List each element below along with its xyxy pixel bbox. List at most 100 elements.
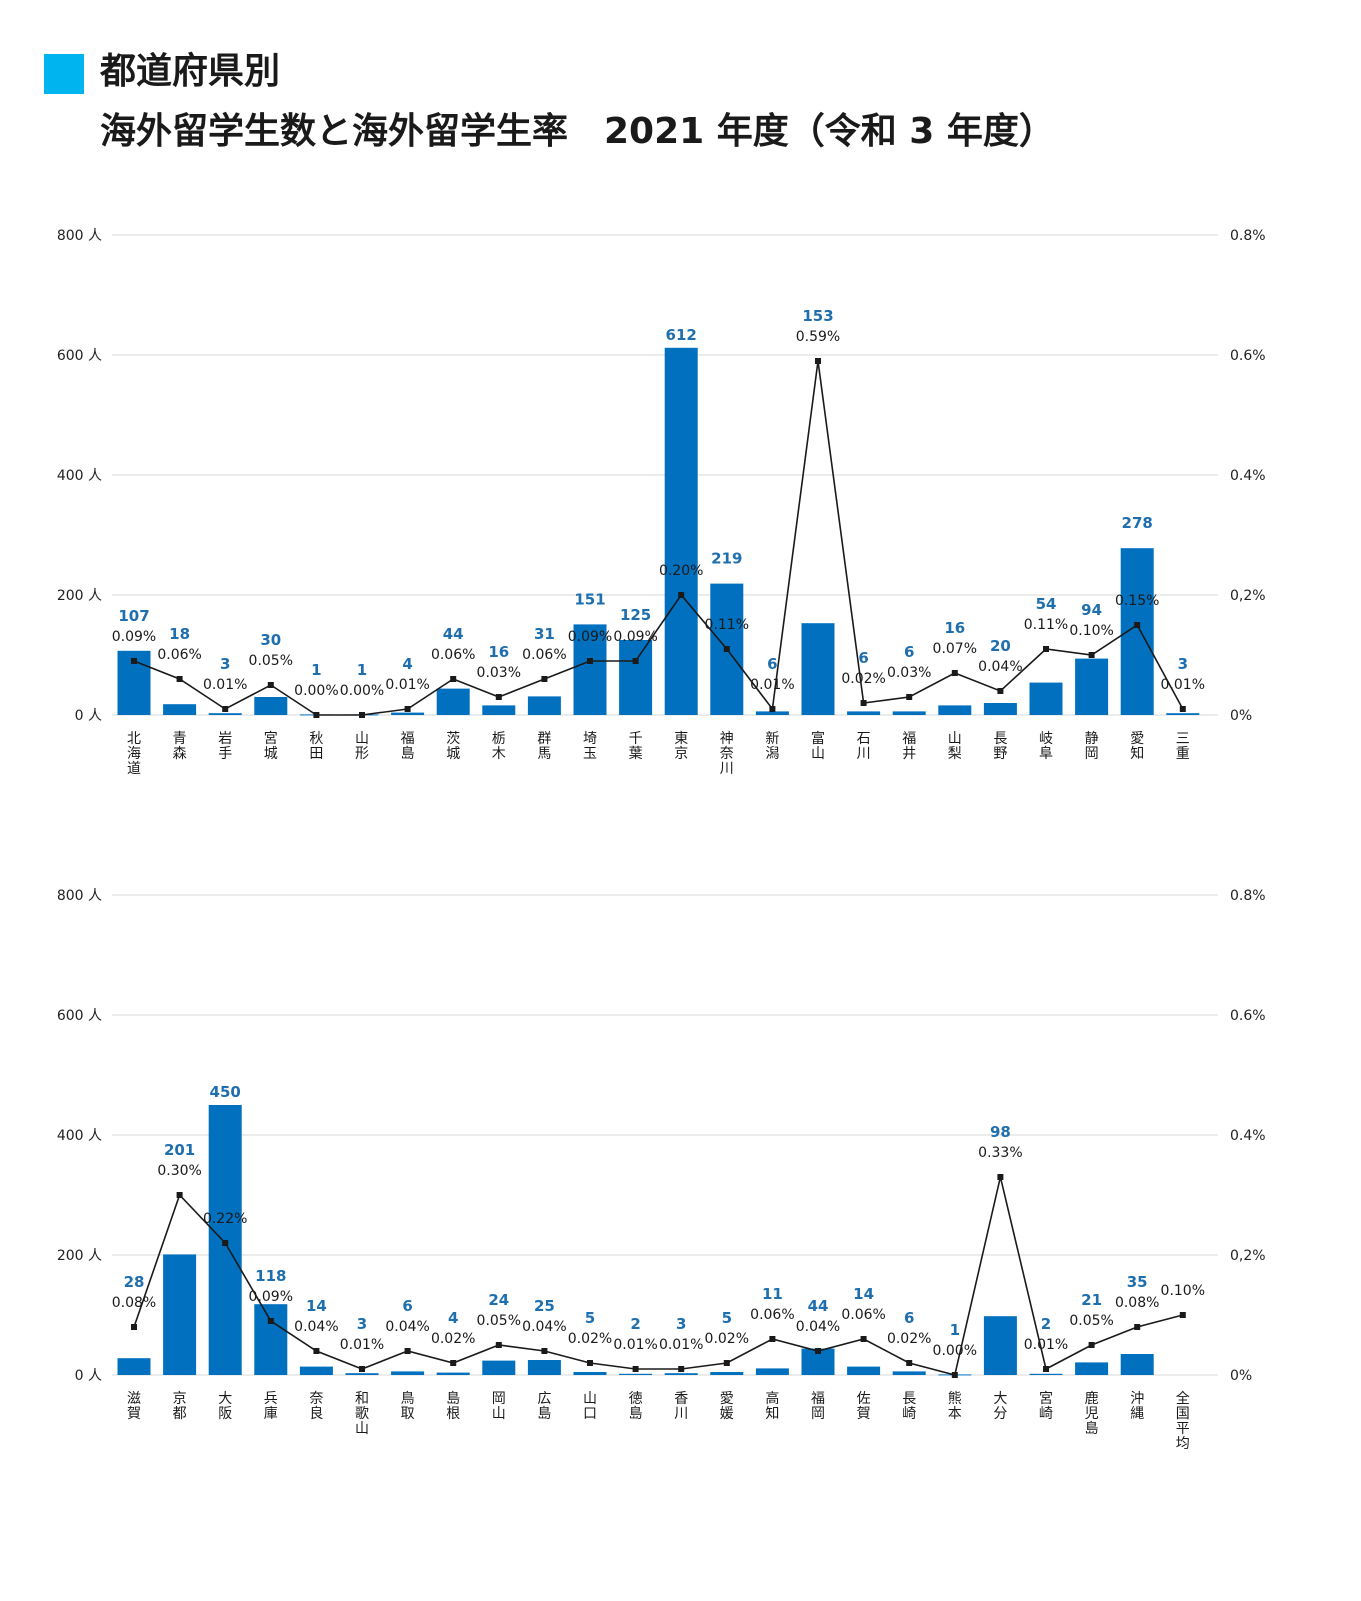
bar [1120,1354,1154,1375]
count-label: 1 [950,1321,960,1339]
count-label: 94 [1081,601,1102,619]
y-right-tick-label: 0.4% [1230,1128,1266,1144]
y-left-tick-label: 0 人 [75,708,102,724]
bar [983,703,1017,715]
rate-label: 0.02% [705,1331,749,1347]
count-label: 6 [767,655,777,673]
bar [1029,682,1063,715]
y-left-tick-label: 200 人 [57,588,102,604]
count-label: 25 [534,1297,555,1315]
rate-label: 0.06% [841,1307,885,1323]
rate-label: 0.22% [203,1211,247,1227]
y-right-tick-label: 0,2% [1230,1248,1266,1264]
category-label: 海 [127,746,141,762]
category-label: 秋 [309,731,323,747]
rate-label: 0.03% [887,665,931,681]
category-label: 森 [173,746,187,762]
category-label: 京 [674,746,688,762]
bar [436,688,470,715]
count-label: 98 [990,1123,1011,1141]
category-label: 全 [1176,1390,1190,1407]
category-label: 川 [674,1406,688,1422]
rate-label: 0.01% [659,1337,703,1353]
count-label: 6 [904,1309,914,1327]
y-left-tick-label: 600 人 [57,348,102,364]
rate-label: 0.00% [340,683,384,699]
category-label: 宮 [1039,1391,1053,1407]
rate-label: 0.11% [1024,617,1068,633]
rate-marker [222,1240,229,1246]
rate-label: 0.15% [1115,593,1159,609]
rate-label: 0.01% [613,1337,657,1353]
bar [527,1360,561,1375]
rate-marker [1088,652,1095,658]
category-label: 根 [446,1406,460,1422]
category-label: 高 [765,1390,779,1407]
count-label: 3 [220,655,230,673]
rate-marker [587,658,593,664]
rate-label: 0.05% [1069,1313,1113,1329]
rate-label: 0.05% [249,653,293,669]
accent-square-icon [44,54,84,94]
category-label: 愛 [720,1391,734,1407]
rate-label: 0.08% [112,1295,156,1311]
category-label: 潟 [765,746,779,762]
y-right-tick-label: 0% [1230,708,1252,724]
count-label: 14 [853,1285,874,1303]
category-label: 均 [1176,1436,1190,1452]
category-label: 広 [537,1391,551,1407]
rate-marker [951,1372,958,1378]
rate-marker [267,1318,274,1324]
bar [573,1372,607,1375]
bar [573,624,607,715]
category-label: 島 [1085,1421,1099,1437]
bar [1029,1373,1063,1375]
rate-marker [313,712,320,718]
category-label: 馬 [537,746,551,762]
rate-label: 0.09% [112,629,156,645]
y-left-tick-label: 0 人 [75,1368,102,1384]
category-label: 平 [1176,1421,1190,1437]
bar [619,1373,653,1375]
count-label: 107 [118,607,149,625]
category-label: 沖 [1130,1391,1144,1407]
y-right-tick-label: 0.6% [1230,348,1266,364]
rate-marker [222,706,229,712]
bar [254,1304,288,1375]
rate-label: 0.04% [796,1319,840,1335]
category-label: 山 [811,746,825,762]
bar [254,697,288,715]
rate-label: 0.02% [841,671,885,687]
category-label: 口 [583,1406,597,1422]
bar [345,1373,379,1375]
rate-marker [951,670,958,676]
category-label: 城 [446,746,460,762]
rate-marker [131,1324,137,1330]
rate-marker [450,1360,457,1366]
bar [892,1371,926,1375]
category-label: 阪 [218,1406,232,1422]
count-label: 4 [448,1309,458,1327]
rate-marker [450,676,457,682]
rate-marker [541,1348,548,1354]
y-right-tick-label: 0% [1230,1368,1252,1384]
category-label: 埼 [583,731,597,747]
category-label: 媛 [720,1406,734,1422]
y-left-tick-label: 800 人 [57,228,102,244]
category-label: 栃 [492,731,506,747]
rate-marker [723,646,730,652]
rate-marker [860,700,867,706]
category-label: 長 [993,731,1007,747]
category-label: 奈 [309,1391,323,1407]
bar [1075,658,1109,715]
rate-marker [176,676,183,682]
count-label: 125 [620,606,651,624]
count-label: 6 [858,649,868,667]
category-label: 山 [355,1421,369,1437]
rate-label: 0.05% [477,1313,521,1329]
category-label: 阜 [1039,745,1053,762]
category-label: 鳥 [401,1391,415,1407]
category-label: 島 [537,1406,551,1422]
category-label: 千 [629,731,643,747]
count-label: 118 [255,1267,286,1285]
